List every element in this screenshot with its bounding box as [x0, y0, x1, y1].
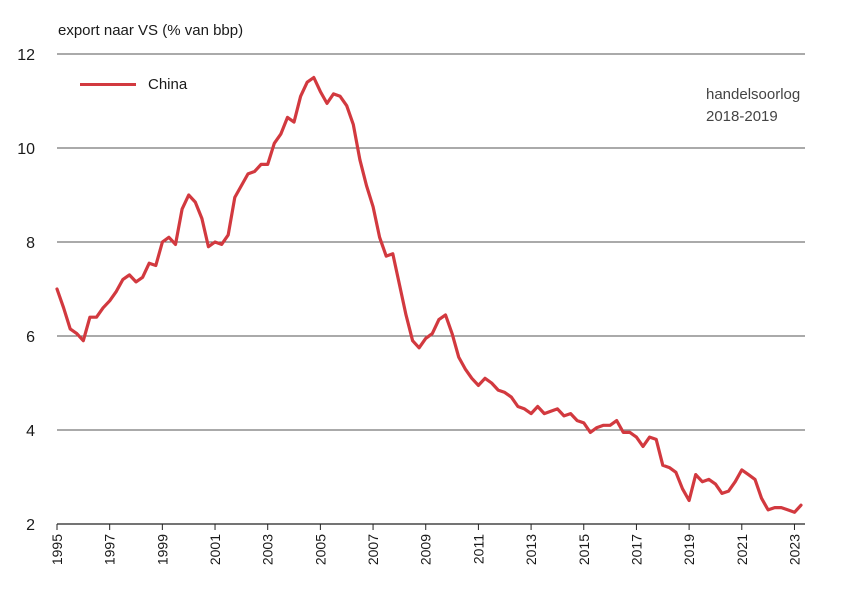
- annotation-trade-war: handelsoorlog 2018-2019: [706, 84, 800, 128]
- annotation-line-2: 2018-2019: [706, 108, 778, 125]
- y-tick-label-4: 4: [26, 423, 35, 440]
- x-tick-label-2015: 2015: [576, 534, 592, 565]
- x-tick-label-2003: 2003: [260, 534, 276, 565]
- legend-label-china: China: [148, 76, 188, 93]
- legend: China: [80, 76, 187, 93]
- legend-swatch-china: [80, 83, 136, 86]
- x-tick-label-2005: 2005: [312, 534, 328, 565]
- x-tick-label-2001: 2001: [207, 534, 223, 565]
- x-tick-label-2007: 2007: [365, 534, 381, 565]
- y-tick-label-10: 10: [17, 141, 35, 158]
- x-tick-label-2013: 2013: [523, 534, 539, 565]
- x-tick-label-1999: 1999: [154, 534, 170, 565]
- x-tick-label-2021: 2021: [734, 534, 750, 565]
- y-tick-label-8: 8: [26, 235, 35, 252]
- y-tick-label-6: 6: [26, 329, 35, 346]
- y-tick-label-2: 2: [26, 517, 35, 534]
- x-tick-label-1997: 1997: [102, 534, 118, 565]
- x-tick-label-2009: 2009: [418, 534, 434, 565]
- x-tick-label-1995: 1995: [49, 534, 65, 565]
- y-tick-label-12: 12: [17, 47, 35, 64]
- x-tick-label-2023: 2023: [786, 534, 802, 565]
- x-tick-label-2019: 2019: [681, 534, 697, 565]
- x-tick-label-2017: 2017: [628, 534, 644, 565]
- series-line-china: [55, 75, 803, 514]
- y-axis-title: export naar VS (% van bbp): [58, 22, 244, 39]
- x-tick-label-2011: 2011: [470, 534, 486, 564]
- annotation-line-1: handelsoorlog: [706, 86, 801, 103]
